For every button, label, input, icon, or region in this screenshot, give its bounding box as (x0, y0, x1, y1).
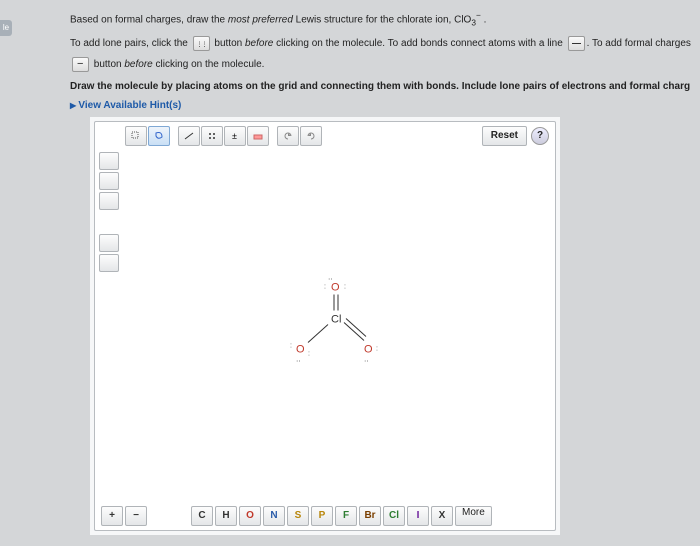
elem-c[interactable]: C (191, 506, 213, 526)
top-toolbar: ± Reset ? (125, 126, 549, 146)
tool-group-select (125, 126, 170, 146)
help-button[interactable]: ? (531, 127, 549, 145)
text: clicking on the molecule. To add bonds c… (273, 38, 565, 49)
left-tools (99, 152, 121, 272)
side-tab[interactable]: le (0, 20, 12, 36)
svg-text:‥: ‥ (328, 274, 333, 281)
atom-o-right: O (364, 343, 373, 355)
view-hints[interactable]: View Available Hint(s) (70, 100, 700, 111)
svg-text:±: ± (232, 131, 237, 141)
double-bond-tool[interactable] (99, 172, 119, 190)
text: . To add formal charges (587, 38, 691, 49)
bond-icon (568, 36, 585, 51)
tool-group-draw: ± (178, 126, 269, 146)
lone-pair-icon (193, 36, 210, 51)
elem-cl[interactable]: Cl (383, 506, 405, 526)
text: button (212, 38, 245, 49)
svg-text:‥: ‥ (296, 356, 301, 363)
elem-s[interactable]: S (287, 506, 309, 526)
lasso-tool[interactable] (148, 126, 170, 146)
triple-bond-tool[interactable] (99, 192, 119, 210)
elem-x[interactable]: X (431, 506, 453, 526)
editor-panel: ± Reset ? (90, 117, 560, 535)
molecule-editor: ± Reset ? (94, 121, 556, 531)
elem-p[interactable]: P (311, 506, 333, 526)
elem-f[interactable]: F (335, 506, 357, 526)
select-tool[interactable] (125, 126, 147, 146)
text: . (481, 14, 487, 25)
text-italic: before (245, 38, 273, 49)
atom-cl: Cl (331, 313, 341, 325)
elem-i[interactable]: I (407, 506, 429, 526)
text: clicking on the molecule. (153, 60, 265, 71)
charge-plus-button[interactable]: + (101, 506, 123, 526)
single-bond-tool[interactable] (99, 152, 119, 170)
question-line-3: button before clicking on the molecule. (70, 57, 700, 72)
charge-icon (72, 57, 89, 72)
molecule-drawing: Cl O ‥ : : O : ‥ : (276, 262, 396, 375)
question-line-1: Based on formal charges, draw the most p… (70, 8, 700, 30)
svg-text:‥: ‥ (364, 356, 369, 363)
svg-text::: : (376, 345, 378, 352)
bottom-toolbar: + − C H O N S P F Br Cl I X More (101, 506, 549, 526)
more-elements[interactable]: More (455, 506, 492, 526)
text-italic: most preferred (228, 14, 293, 25)
reset-button[interactable]: Reset (482, 126, 527, 146)
redo-button[interactable] (300, 126, 322, 146)
lone-pair-left-tool[interactable] (99, 254, 119, 272)
elem-n[interactable]: N (263, 506, 285, 526)
elem-o[interactable]: O (239, 506, 261, 526)
text-italic: before (124, 60, 152, 71)
text: Lewis structure for the chlorate ion, Cl… (293, 14, 471, 25)
text: button (91, 60, 124, 71)
question-content: Based on formal charges, draw the most p… (0, 0, 700, 535)
undo-button[interactable] (277, 126, 299, 146)
tool-group-undo (277, 126, 322, 146)
charge-tool[interactable]: ± (224, 126, 246, 146)
svg-text::: : (308, 350, 310, 357)
template-tool[interactable] (99, 234, 119, 252)
elem-h[interactable]: H (215, 506, 237, 526)
text: To add lone pairs, click the (70, 38, 191, 49)
svg-text::: : (344, 283, 346, 290)
drawing-canvas[interactable]: Cl O ‥ : : O : ‥ : (123, 150, 549, 502)
bond-tool[interactable] (178, 126, 200, 146)
erase-tool[interactable] (247, 126, 269, 146)
question-line-2: To add lone pairs, click the button befo… (70, 36, 700, 51)
lone-pair-tool[interactable] (201, 126, 223, 146)
svg-text::: : (324, 283, 326, 290)
elem-br[interactable]: Br (359, 506, 381, 526)
atom-o-top: O (331, 281, 340, 293)
atom-o-left: O (296, 343, 305, 355)
instruction: Draw the molecule by placing atoms on th… (70, 79, 700, 94)
text: Based on formal charges, draw the (70, 14, 228, 25)
svg-text::: : (290, 342, 292, 349)
charge-minus-button[interactable]: − (125, 506, 147, 526)
